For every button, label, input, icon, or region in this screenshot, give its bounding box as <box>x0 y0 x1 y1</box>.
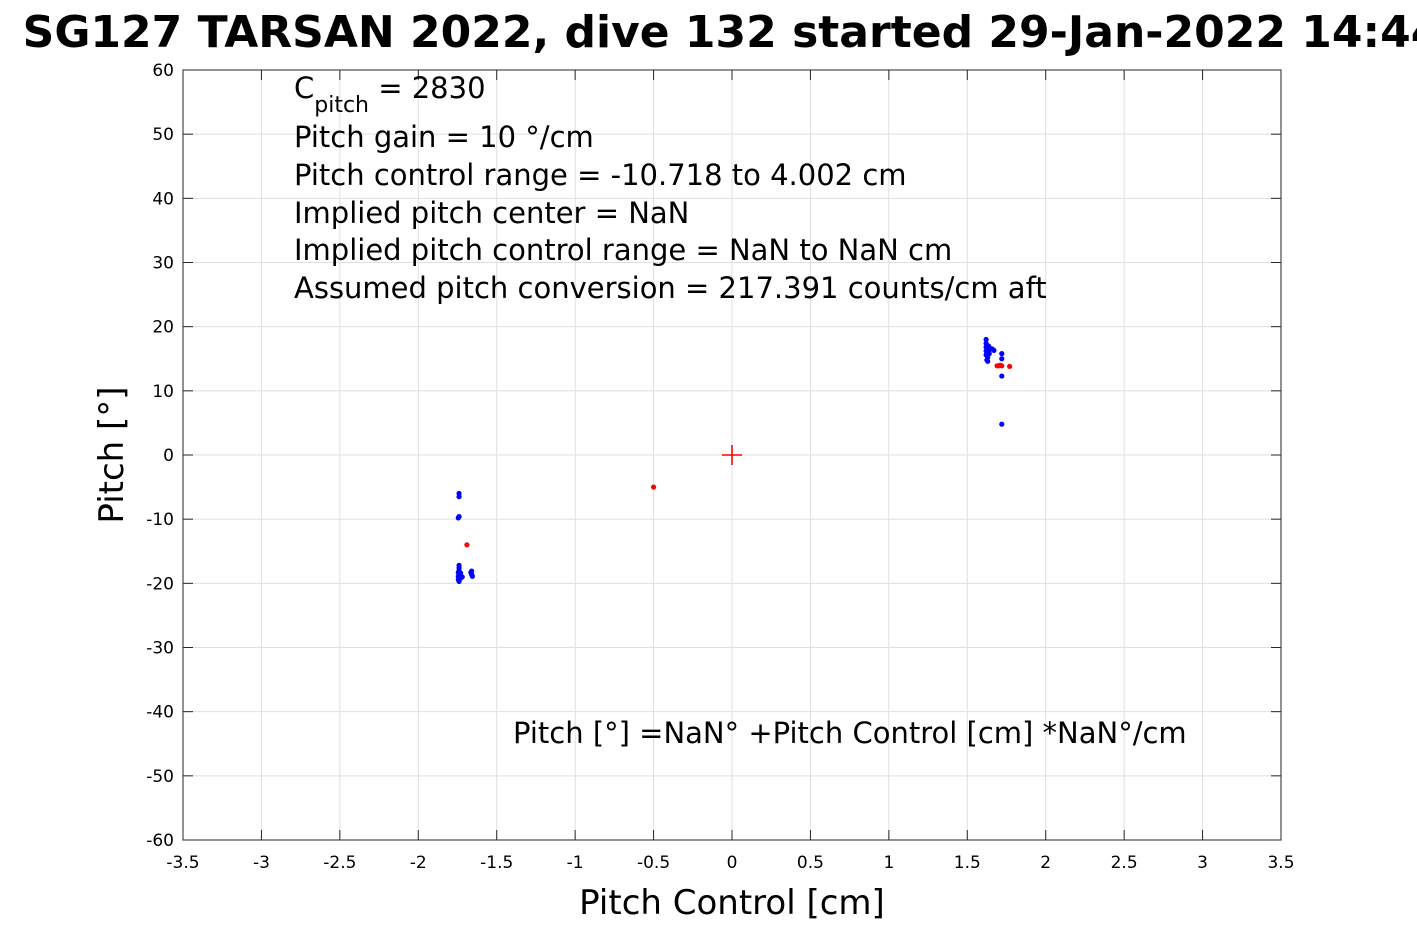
data-point <box>999 351 1005 357</box>
y-tick-label: -40 <box>146 703 174 723</box>
x-tick-label: -0.5 <box>637 853 670 873</box>
y-tick-label: 0 <box>163 446 174 466</box>
y-tick-label: 50 <box>152 125 174 145</box>
x-tick-label: -2 <box>410 853 427 873</box>
c-pitch-value: = 2830 <box>369 71 486 105</box>
data-point <box>650 484 657 490</box>
y-tick-label: 60 <box>152 61 174 81</box>
x-tick-label: -1 <box>567 853 584 873</box>
center-marker <box>722 445 742 465</box>
data-points <box>455 336 1013 585</box>
x-tick-label: 0 <box>727 853 738 873</box>
data-point <box>468 569 474 576</box>
y-tick-label: -30 <box>146 639 174 659</box>
data-point <box>985 343 992 349</box>
data-point <box>999 421 1005 427</box>
series <box>464 362 1013 548</box>
pitch-gain-annotation: Pitch gain = 10 °/cm <box>294 120 594 154</box>
implied-pitch-range-annotation: Implied pitch control range = NaN to NaN… <box>294 233 952 267</box>
c-pitch-main: C <box>294 71 314 105</box>
c-pitch-subscript: pitch <box>314 93 369 118</box>
x-tick-label: 2.5 <box>1111 853 1138 873</box>
implied-pitch-center-annotation: Implied pitch center = NaN <box>294 196 689 230</box>
data-point <box>459 574 465 580</box>
data-point <box>456 494 462 500</box>
c-pitch-annotation: Cpitch = 2830 <box>294 71 486 118</box>
axis-ticks <box>182 69 1282 841</box>
x-tick-label: -3 <box>253 853 270 873</box>
y-tick-label: 20 <box>152 318 174 338</box>
y-tick-label: -60 <box>146 831 174 851</box>
x-tick-label: -2.5 <box>323 853 356 873</box>
data-point <box>999 356 1005 362</box>
x-tick-label: -1.5 <box>480 853 513 873</box>
y-tick-labels: 60 50 40 30 20 10 0 -10 -20 -30 -40 -50 -60 <box>146 61 174 851</box>
pitch-control-range-annotation: Pitch control range = -10.718 to 4.002 c… <box>294 158 907 192</box>
data-point <box>991 347 997 354</box>
y-axis-label: Pitch [°] <box>92 386 132 523</box>
series <box>455 336 1005 585</box>
annotation-block: Cpitch = 2830 Pitch gain = 10 °/cm Pitch… <box>294 71 1047 305</box>
x-tick-label: 3 <box>1197 853 1208 873</box>
data-point <box>984 357 990 363</box>
y-tick-label: 30 <box>152 254 174 274</box>
data-point <box>464 542 470 548</box>
fit-equation-annotation: Pitch [°] =NaN° +Pitch Control [cm] *NaN… <box>513 716 1187 750</box>
plot-frame <box>182 69 1282 841</box>
chart-title: SG127 TARSAN 2022, dive 132 started 29-J… <box>23 7 1417 58</box>
y-tick-label: 40 <box>152 189 174 209</box>
data-point <box>455 515 461 521</box>
y-tick-label: -10 <box>146 510 174 530</box>
x-tick-label: 2 <box>1040 853 1051 873</box>
data-point <box>1007 363 1013 370</box>
data-point <box>983 336 989 343</box>
data-point <box>999 363 1005 369</box>
data-point <box>986 351 992 357</box>
x-tick-label: -3.5 <box>166 853 199 873</box>
x-tick-label: 3.5 <box>1267 853 1294 873</box>
data-point <box>999 373 1005 379</box>
y-tick-label: -20 <box>146 574 174 594</box>
x-axis-label: Pitch Control [cm] <box>579 883 885 923</box>
x-tick-label: 1 <box>883 853 894 873</box>
x-tick-label: 0.5 <box>797 853 824 873</box>
pitch-conversion-annotation: Assumed pitch conversion = 217.391 count… <box>294 271 1047 305</box>
y-tick-label: -50 <box>146 767 174 787</box>
x-tick-label: 1.5 <box>954 853 981 873</box>
x-tick-labels: -3.5 -3 -2.5 -2 -1.5 -1 -0.5 0 0.5 1 1.5 2 2.5 3 3.5 <box>166 853 1294 873</box>
y-tick-label: 10 <box>152 382 174 402</box>
